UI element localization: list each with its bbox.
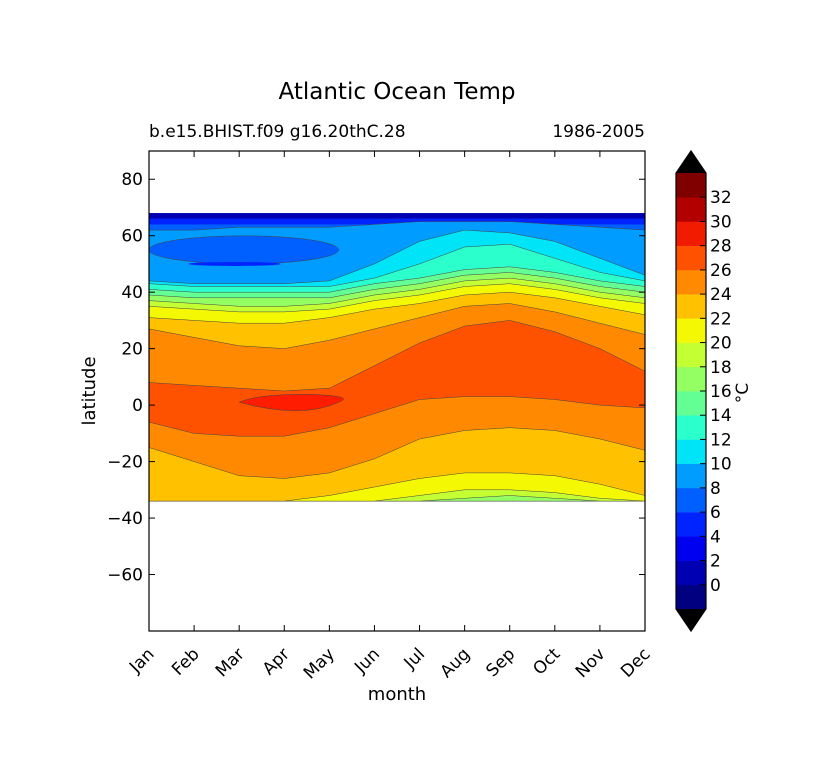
x-tick-label: Jul: [400, 644, 429, 673]
colorbar-tick-label: 6: [710, 503, 721, 523]
colorbar-segment: [676, 439, 706, 464]
colorbar-extend-under: [676, 609, 706, 631]
x-tick-label: Nov: [572, 644, 610, 682]
colorbar-tick-label: 2: [710, 552, 721, 572]
chart-subtitle-left: b.e15.BHIST.f09 g16.20thC.28: [149, 122, 406, 142]
plot-area: 80 60 40 20 0 −20 −40 −60 Jan Feb Mar Apr May Jun Jul…: [107, 150, 655, 683]
colorbar-segment: [676, 463, 706, 489]
colorbar-tick-label: 28: [710, 237, 732, 257]
x-tick-label: Oct: [529, 644, 564, 679]
colorbar-tick-label: 16: [710, 382, 732, 402]
colorbar-tick-label: 24: [710, 285, 732, 305]
colorbar-tick-label: 18: [710, 358, 732, 378]
chart-title: Atlantic Ocean Temp: [279, 79, 516, 105]
colorbar-tick-label: 12: [710, 430, 732, 450]
colorbar-segment: [676, 366, 706, 392]
x-tick-label: May: [300, 644, 339, 683]
colorbar-segment: [676, 294, 706, 319]
y-tick-label: −60: [107, 566, 143, 586]
x-tick-label: Feb: [168, 644, 203, 679]
colorbar-outline: [675, 149, 707, 633]
chart-subtitle-right: 1986-2005: [552, 122, 645, 142]
colorbar-segment: [676, 342, 706, 368]
cold-pocket-6: [149, 235, 339, 265]
colorbar-label: °C: [733, 383, 753, 403]
colorbar-segment: [676, 269, 706, 295]
x-tick-label: Jun: [350, 644, 384, 678]
y-tick-label: −40: [107, 509, 143, 529]
colorbar-segment: [676, 245, 706, 271]
colorbar-tick-label: 22: [710, 309, 732, 329]
colorbar-tick-label: 14: [710, 406, 732, 426]
x-tick-label: Mar: [212, 644, 249, 681]
colorbar-tick-label: 10: [710, 455, 732, 475]
colorbar-segment: [676, 173, 706, 198]
colorbar-segment: [676, 318, 706, 343]
colorbar-segment: [676, 536, 706, 561]
y-tick-label: 20: [121, 340, 143, 360]
x-tick-label: Apr: [259, 644, 294, 679]
cold-pocket-4: [188, 261, 281, 266]
y-tick-label: 40: [121, 283, 143, 303]
colorbar-segment: [676, 487, 706, 513]
plot-frame: [148, 150, 646, 632]
colorbar-tick-label: 4: [710, 527, 721, 547]
band-edge-cool: [149, 218, 645, 225]
x-tick-label: Dec: [617, 644, 654, 681]
colorbar-tick-label: 30: [710, 212, 732, 232]
band-edge-cold: [149, 213, 645, 219]
colorbar-segment: [676, 560, 706, 586]
y-tick-label: 80: [121, 170, 143, 190]
colorbar-tick-label: 0: [710, 576, 721, 596]
x-axis-label: month: [368, 684, 426, 705]
y-tick-label: 0: [132, 396, 143, 416]
warm-pool-28: [238, 394, 344, 411]
colorbar-segment: [676, 391, 706, 416]
colorbar-segment: [676, 512, 706, 537]
colorbar-segment: [676, 415, 706, 440]
colorbar-segment: [676, 197, 706, 222]
y-tick-label: −20: [107, 453, 143, 473]
y-tick-label: 60: [121, 227, 143, 247]
colorbar-tick-label: 26: [710, 261, 732, 281]
x-tick-label: Aug: [437, 644, 475, 682]
y-axis-label: latitude: [79, 356, 100, 425]
x-tick-label: Jan: [125, 644, 158, 677]
colorbar-tick-label: 8: [710, 479, 721, 499]
colorbar-segment: [676, 221, 706, 246]
colorbar-segment: [676, 584, 706, 610]
x-tick-label: Sep: [482, 644, 519, 681]
colorbar-tick-label: 20: [710, 334, 732, 354]
colorbar-extend-over: [676, 151, 706, 173]
colorbar-tick-label: 32: [710, 188, 732, 208]
